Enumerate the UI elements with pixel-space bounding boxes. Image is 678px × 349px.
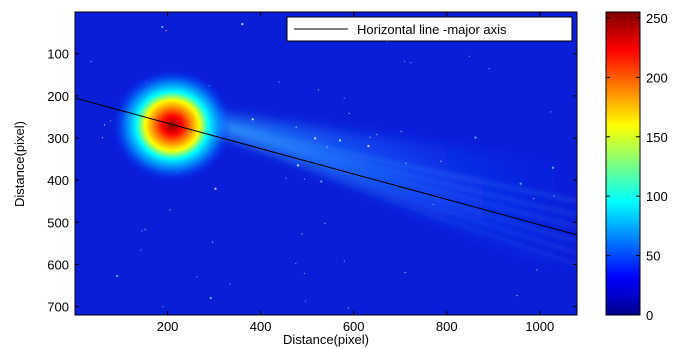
- star-point: [324, 222, 326, 224]
- star-point: [338, 139, 342, 142]
- legend-entry-major-axis: Horizontal line -major axis: [357, 22, 507, 37]
- star-point: [196, 276, 198, 278]
- star-point: [400, 130, 402, 133]
- x-tick-label: 400: [250, 319, 272, 334]
- colorbar-fill: [605, 11, 641, 316]
- star-point: [241, 23, 244, 26]
- star-point: [403, 60, 406, 63]
- colorbar-tick-label: 250: [646, 11, 668, 26]
- star-point: [367, 145, 370, 148]
- star-point: [519, 182, 522, 185]
- y-tick-label: 400: [47, 173, 69, 188]
- star-point: [140, 249, 142, 251]
- star-point: [295, 126, 297, 128]
- colorbar: 0 50 100 150 200 250: [605, 11, 668, 323]
- star-point: [116, 274, 119, 278]
- y-tick-label: 700: [47, 300, 69, 315]
- star-point: [141, 230, 143, 232]
- star-point: [278, 81, 280, 83]
- star-point: [209, 297, 212, 300]
- star-point: [348, 112, 350, 115]
- colorbar-tick-label: 0: [646, 308, 653, 323]
- y-axis-ticks: 100 200 300 400 500 600 700: [47, 47, 577, 315]
- star-point: [347, 307, 349, 309]
- x-axis-label: Distance(pixel): [283, 332, 369, 347]
- star-point: [169, 209, 171, 211]
- tail-streak: [191, 121, 577, 242]
- y-tick-label: 500: [47, 215, 69, 230]
- star-point: [90, 60, 92, 63]
- star-point: [317, 89, 320, 91]
- intensity-peak: [112, 69, 233, 182]
- star-point: [432, 203, 434, 206]
- y-tick-label: 100: [47, 47, 69, 62]
- tail-streak: [192, 115, 577, 202]
- x-tick-label: 600: [343, 319, 365, 334]
- star-point: [440, 160, 442, 162]
- major-axis-line: [75, 97, 577, 236]
- comet-streaks: [191, 115, 577, 266]
- y-tick-label: 200: [47, 89, 69, 104]
- star-point: [488, 68, 490, 70]
- star-point: [404, 271, 406, 274]
- star-point: [296, 164, 300, 167]
- star-point: [376, 133, 378, 136]
- star-point: [211, 241, 214, 243]
- star-point: [551, 166, 555, 169]
- star-point: [550, 111, 552, 113]
- colorbar-tick-label: 150: [646, 130, 668, 145]
- star-point: [314, 137, 317, 140]
- y-tick-label: 600: [47, 257, 69, 272]
- star-point: [474, 136, 477, 139]
- star-point: [229, 283, 231, 285]
- heatmap-plot: [75, 12, 577, 315]
- plot-frame: [74, 11, 578, 316]
- star-point: [553, 195, 555, 197]
- star-point: [369, 136, 371, 138]
- star-point: [304, 300, 307, 302]
- tail-streak: [192, 117, 577, 216]
- star-point: [110, 120, 112, 122]
- star-point: [144, 228, 146, 231]
- star-point: [405, 162, 407, 164]
- star-point: [343, 260, 345, 262]
- star-point: [343, 97, 345, 99]
- star-point: [251, 118, 254, 121]
- star-point: [303, 178, 305, 180]
- legend: Horizontal line -major axis: [286, 16, 573, 42]
- star-point: [101, 137, 104, 139]
- star-point: [536, 269, 538, 271]
- y-axis-label: Distance(pixel): [12, 121, 27, 207]
- star-point: [162, 306, 164, 308]
- tail-streak: [191, 125, 577, 266]
- star-point: [295, 262, 297, 264]
- star-point: [410, 62, 412, 64]
- star-point: [516, 295, 518, 297]
- x-tick-label: 1000: [525, 319, 554, 334]
- x-tick-label: 800: [436, 319, 458, 334]
- star-point: [533, 198, 535, 200]
- star-point: [285, 177, 287, 179]
- star-point: [320, 180, 323, 183]
- colorbar-tick-label: 50: [646, 249, 660, 264]
- y-tick-label: 300: [47, 131, 69, 146]
- star-point: [103, 124, 106, 126]
- star-point: [214, 187, 217, 190]
- star-point: [468, 55, 471, 57]
- x-tick-label: 200: [157, 319, 179, 334]
- colorbar-tick-label: 100: [646, 189, 668, 204]
- star-point: [161, 25, 164, 29]
- star-point: [301, 233, 303, 235]
- star-point: [303, 272, 305, 274]
- x-axis-ticks: 200 400 600 800 1000: [157, 12, 554, 334]
- colorbar-ticks: 0 50 100 150 200 250: [606, 11, 668, 323]
- colorbar-tick-label: 200: [646, 70, 668, 85]
- tail-streak: [192, 119, 577, 228]
- tail-streak: [191, 123, 577, 254]
- star-point: [165, 30, 167, 32]
- star-point: [326, 146, 328, 148]
